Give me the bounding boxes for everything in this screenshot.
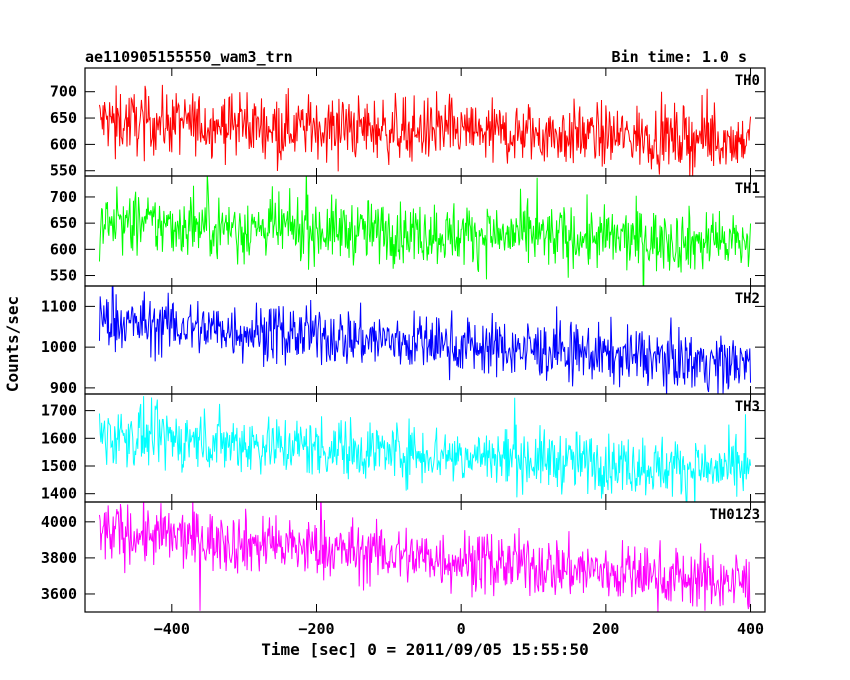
y-tick-label: 1400: [41, 485, 77, 503]
bin-time-label: Bin time: 1.0 s: [612, 48, 747, 66]
x-axis-label: Time [sec] 0 = 2011/09/05 15:55:50: [261, 640, 589, 659]
y-tick-label: 1600: [41, 429, 77, 447]
panel-frame: [84, 175, 766, 287]
x-axis: −400 −200 0 200 400: [154, 620, 764, 638]
y-tick-label: 1100: [41, 297, 77, 315]
y-tick-label: 700: [50, 188, 77, 206]
y-tick-label: 1700: [41, 402, 77, 420]
panel-frame: [84, 501, 766, 613]
y-tick-label: 550: [50, 267, 77, 285]
panel-label-th0: TH0: [735, 73, 760, 89]
panels-group: 550 600 650 700 TH0 550 600 650 700 TH1 900 1000 110…: [41, 67, 766, 613]
x-tick-label: 0: [457, 620, 466, 638]
panel-label-th0123: TH0123: [709, 507, 760, 523]
y-tick-label: 650: [50, 109, 77, 127]
y-tick-label: 550: [50, 162, 77, 180]
y-tick-label: 1500: [41, 457, 77, 475]
chart-title: ae110905155550_wam3_trn: [85, 48, 293, 66]
x-tick-label: 200: [592, 620, 619, 638]
panel-th0123: 3600 3800 4000 TH0123: [41, 501, 766, 613]
series-line-th0123: [98, 502, 751, 612]
panel-th3: 1400 1500 1600 1700 TH3: [41, 393, 766, 503]
panel-th2: 900 1000 1100 TH2: [41, 285, 766, 397]
series-line-th2: [98, 286, 752, 394]
y-tick-label: 1000: [41, 338, 77, 356]
panel-th1: 550 600 650 700 TH1: [50, 175, 766, 287]
series-line-th0: [98, 84, 752, 176]
x-tick-label: −400: [154, 620, 190, 638]
panel-frame: [84, 393, 766, 503]
series-line-th3: [98, 396, 752, 502]
series-line-th1: [98, 176, 752, 286]
panel-th0: 550 600 650 700 TH0: [50, 67, 766, 180]
y-tick-label: 700: [50, 83, 77, 101]
x-tick-label: −200: [298, 620, 334, 638]
y-tick-label: 600: [50, 135, 77, 153]
panel-label-th1: TH1: [735, 181, 760, 197]
y-tick-label: 3600: [41, 585, 77, 603]
y-tick-label: 4000: [41, 513, 77, 531]
y-tick-label: 900: [50, 379, 77, 397]
panel-label-th3: TH3: [735, 399, 760, 415]
y-axis-label: Counts/sec: [3, 296, 22, 392]
panel-label-th2: TH2: [735, 291, 760, 307]
x-tick-label: 400: [737, 620, 764, 638]
y-tick-label: 650: [50, 214, 77, 232]
y-tick-label: 600: [50, 240, 77, 258]
y-tick-label: 3800: [41, 549, 77, 567]
